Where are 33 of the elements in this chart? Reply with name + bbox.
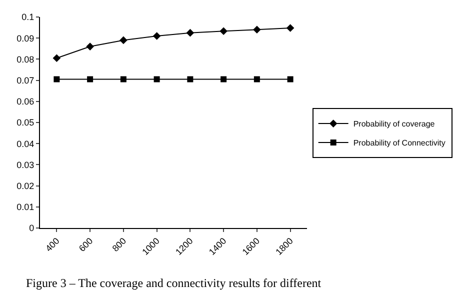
y-tick-label: 0.06 xyxy=(16,96,34,107)
y-tick-label: 0.05 xyxy=(16,118,34,128)
point xyxy=(187,76,194,82)
x-tick-label: 600 xyxy=(76,236,95,254)
point xyxy=(52,54,61,62)
y-tick-label: 0.03 xyxy=(16,160,34,170)
point xyxy=(120,36,128,44)
caption: Figure 3 – The coverage and connectivity results for different xyxy=(26,276,322,290)
y-tick-label: 0.02 xyxy=(16,180,34,191)
x-tick-label: 800 xyxy=(110,236,128,254)
legend-label: Probability of coverage xyxy=(353,120,436,129)
y-tick-label: 0.01 xyxy=(16,202,34,212)
point xyxy=(154,76,160,82)
point xyxy=(287,76,294,82)
legend-label: Probability of Connectivity xyxy=(353,138,446,148)
y-tick-label: 0.08 xyxy=(16,54,34,64)
y-tick-label: 0.04 xyxy=(16,138,34,149)
point xyxy=(54,76,60,82)
y-tick-label: 0 xyxy=(29,223,34,234)
point xyxy=(120,76,126,82)
point xyxy=(152,32,161,40)
y-tick-label: 0.07 xyxy=(16,75,34,86)
point xyxy=(220,76,227,82)
point xyxy=(87,76,94,82)
x-tick-label: 400 xyxy=(44,236,62,254)
point xyxy=(286,24,294,32)
point xyxy=(220,27,228,36)
y-tick-label: 0.09 xyxy=(16,33,34,44)
point xyxy=(186,28,194,37)
point xyxy=(254,76,260,82)
y-tick-label: 0.1 xyxy=(22,12,34,22)
point xyxy=(253,26,261,34)
point xyxy=(86,42,94,50)
